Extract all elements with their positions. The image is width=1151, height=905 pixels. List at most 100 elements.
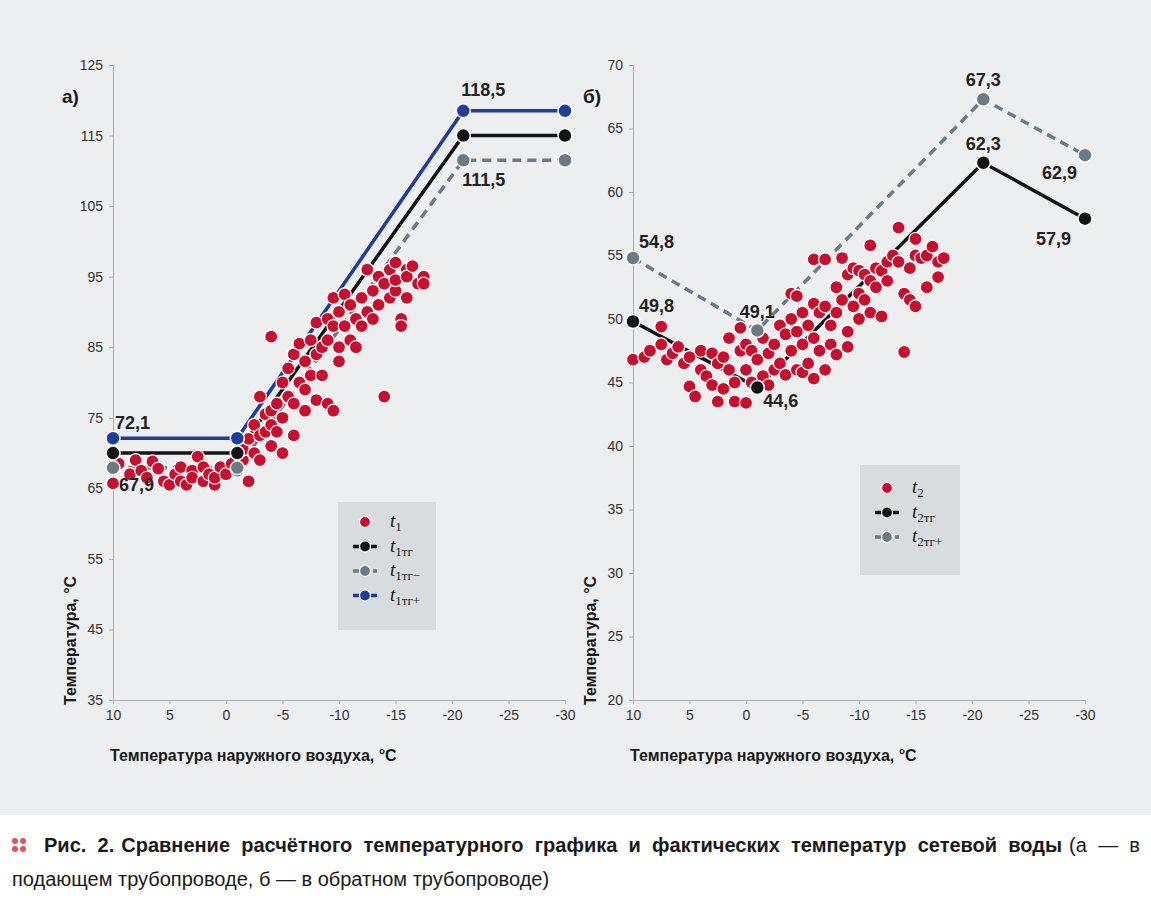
tick-label: 75: [87, 410, 103, 426]
tick-label: 55: [87, 551, 103, 567]
tick-mark: [629, 573, 633, 574]
tick-label: 45: [87, 621, 103, 637]
tick-mark: [1029, 700, 1030, 704]
tick-label: 85: [87, 339, 103, 355]
tick-mark: [339, 700, 340, 704]
line-marker: [106, 461, 120, 475]
tick: 25: [607, 628, 633, 644]
scatter-point: [802, 357, 815, 370]
legend: t1t1тгt1тг−t1тг+: [338, 502, 436, 630]
x-axis-title: Температура наружного воздуха, °C: [110, 747, 397, 764]
scatter-point: [881, 274, 894, 287]
tick: -15: [386, 700, 406, 723]
scatter-point: [299, 404, 312, 417]
tick: 5: [166, 700, 174, 723]
scatter-point: [909, 300, 922, 313]
x-axis-title: Температура наружного воздуха, °C: [630, 747, 917, 764]
tick: 20: [607, 692, 633, 708]
tick-label: 45: [607, 374, 623, 390]
line-marker: [976, 92, 990, 106]
scatter-point: [152, 462, 165, 475]
tick: 115: [81, 128, 113, 144]
scatter-point: [926, 240, 939, 253]
line-marker: [456, 129, 470, 143]
scatter-point: [299, 355, 312, 368]
tick-label: 35: [607, 501, 623, 517]
tick-mark: [629, 383, 633, 384]
scatter-group: [107, 256, 431, 491]
tick: 65: [607, 120, 633, 136]
scatter-point: [265, 330, 278, 343]
tick: 10: [106, 700, 122, 723]
series-line: [113, 111, 565, 438]
scatter-point: [830, 281, 843, 294]
scatter-point: [790, 290, 803, 303]
background: [0, 0, 1151, 815]
figure: 1050-5-10-15-20-25-303545556575859510511…: [0, 0, 1151, 905]
scatter-point: [355, 320, 368, 333]
annotation: 62,3: [966, 134, 1001, 154]
scatter-point: [242, 475, 255, 488]
tick-mark: [109, 559, 113, 560]
line-marker: [230, 446, 244, 460]
legend: t2t2тгt2тг+: [860, 465, 960, 575]
scatter-point: [858, 293, 871, 306]
tick: -5: [277, 700, 290, 723]
tick-mark: [746, 700, 747, 704]
scatter-point: [717, 351, 730, 364]
annotation: 111,5: [462, 170, 505, 190]
scatter-point: [909, 232, 922, 245]
scatter-point: [253, 390, 266, 403]
tick-label: -20: [962, 707, 982, 723]
tick-mark: [283, 700, 284, 704]
marker-group: [106, 104, 572, 445]
annotation: 72,1: [115, 413, 150, 433]
scatter-point: [768, 338, 781, 351]
tick-mark: [629, 510, 633, 511]
scatter-point: [824, 319, 837, 332]
tick-mark: [109, 629, 113, 630]
tick-label: -25: [1019, 707, 1039, 723]
marker-group: [626, 156, 1092, 395]
legend-marker: [882, 532, 893, 543]
y-axis: 35455565758595105115125: [80, 57, 114, 708]
tick: 40: [607, 438, 633, 454]
tick-mark: [859, 700, 860, 704]
tick-mark: [226, 700, 227, 704]
scatter-group: [627, 221, 951, 409]
line-marker: [106, 446, 120, 460]
scatter-point: [796, 306, 809, 319]
scatter-point: [819, 363, 832, 376]
line-marker: [976, 156, 990, 170]
scatter-point: [734, 321, 747, 334]
line-marker: [750, 323, 764, 337]
tick: 0: [743, 700, 751, 723]
tick-mark: [109, 347, 113, 348]
panel: 1050-5-10-15-20-25-302025303540455055606…: [582, 57, 1096, 764]
annotation: 67,9: [119, 475, 154, 495]
scatter-point: [378, 390, 391, 403]
scatter-point: [276, 447, 289, 460]
line-marker: [1078, 212, 1092, 226]
scatter-point: [937, 252, 950, 265]
tick-label: -30: [555, 707, 575, 723]
tick-mark: [452, 700, 453, 704]
tick: 30: [607, 565, 633, 581]
scatter-point: [299, 383, 312, 396]
tick: 35: [607, 501, 633, 517]
caption-dot: [20, 838, 26, 844]
caption: Рис. 2.Сравнение расчётного температурно…: [12, 828, 1140, 896]
tick-mark: [629, 65, 633, 66]
line-marker: [558, 104, 572, 118]
scatter-point: [864, 239, 877, 252]
annotation: 118,5: [461, 80, 505, 100]
scatter-point: [740, 396, 753, 409]
tick-mark: [109, 700, 113, 701]
line-marker: [558, 129, 572, 143]
line-marker: [456, 104, 470, 118]
scatter-point: [333, 305, 346, 318]
y-axis-title: Температура, °C: [582, 575, 599, 705]
scatter-point: [920, 281, 933, 294]
tick-label: 30: [607, 565, 623, 581]
scatter-point: [349, 341, 362, 354]
